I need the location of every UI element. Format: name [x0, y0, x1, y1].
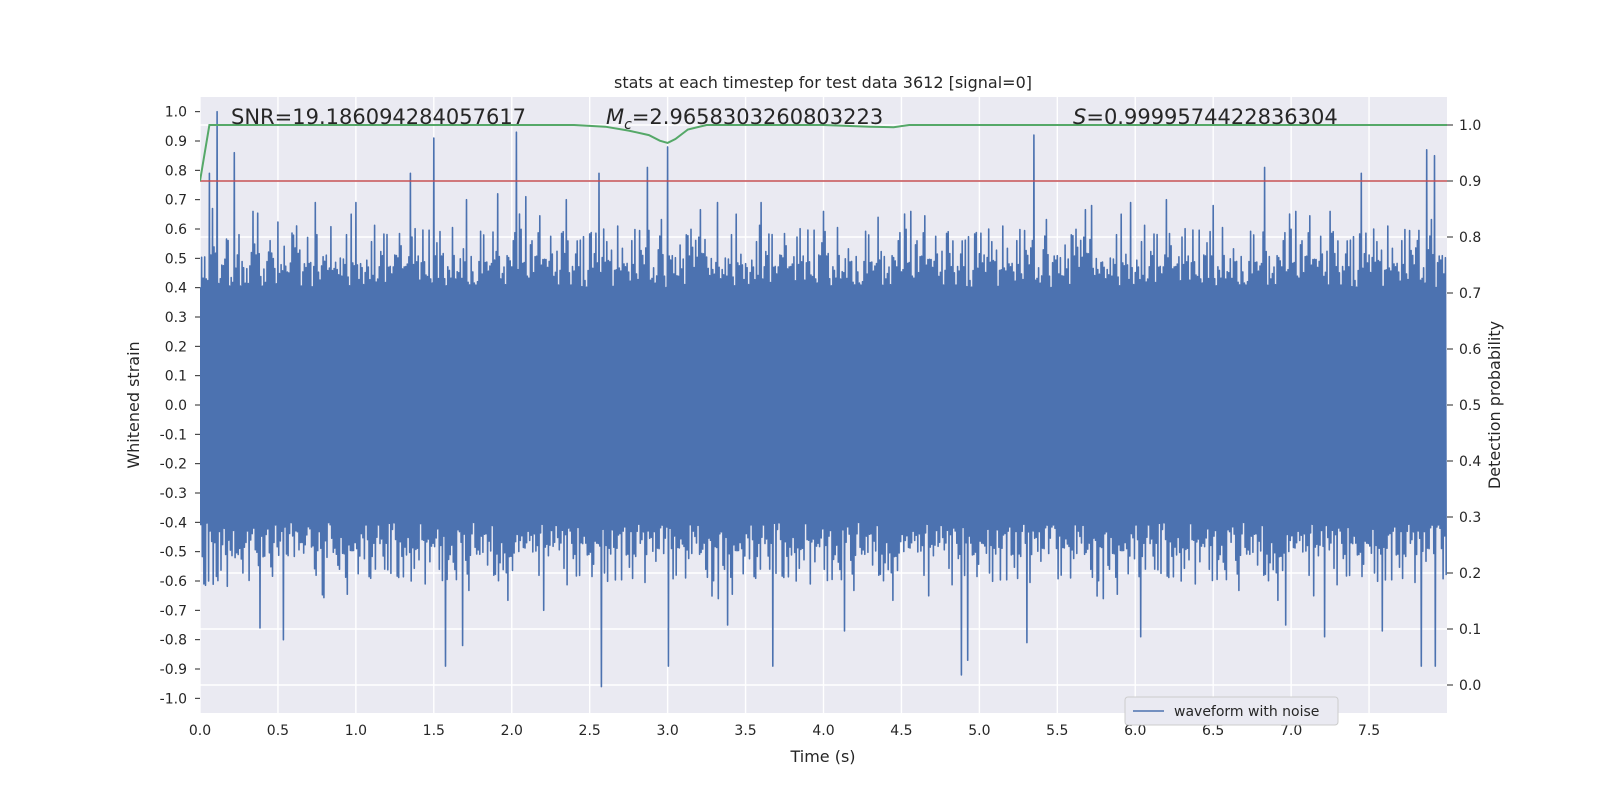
chart-title: stats at each timestep for test data 361…	[614, 73, 1032, 92]
axis-ticks: 0.0 0.5 1.0 1.5 2.0 2.5 3.0 3.5 4.0 4.5 5.0 5.5 6.0 6…	[160, 105, 1482, 739]
x-tick-label: 2.0	[501, 723, 523, 739]
chirp-mass-annotation: Mc=2.9658303260803223	[606, 105, 883, 133]
y2-axis-title: Detection probability	[1485, 321, 1504, 489]
y-tick-label: 0.2	[165, 339, 187, 355]
legend-box	[1124, 696, 1339, 726]
x-tick-label: 2.5	[579, 723, 601, 739]
x-tick-label: 7.5	[1358, 723, 1380, 739]
y-axis-title: Whitened strain	[124, 341, 143, 468]
y2-tick-label: 1.0	[1459, 118, 1481, 134]
y-tick-label: 0.7	[165, 193, 187, 209]
y2-tick-label: 0.6	[1459, 342, 1481, 358]
x-tick-label: 4.0	[812, 723, 834, 739]
legend-label: waveform with noise	[1174, 704, 1319, 720]
y-tick-label: -0.7	[160, 603, 187, 619]
x-tick-label: 3.0	[656, 723, 678, 739]
y-tick-label: 0.9	[165, 134, 187, 150]
probability-series-line	[200, 124, 1447, 182]
y-tick-label: -0.1	[160, 427, 187, 443]
y-tick-label: 0.5	[165, 251, 187, 267]
y-tick-label: 1.0	[165, 105, 187, 121]
x-tick-label: 0.0	[189, 723, 211, 739]
significance-annotation: S=0.9999574422836304	[1073, 105, 1338, 129]
y-tick-label: -0.4	[160, 515, 187, 531]
y-tick-label: -0.8	[160, 633, 187, 649]
y2-tick-label: 0.2	[1459, 566, 1481, 582]
y-tick-label: -0.5	[160, 545, 187, 561]
y2-tick-label: 0.0	[1459, 678, 1481, 694]
y-tick-label: 0.4	[165, 281, 187, 297]
y-tick-label: 0.8	[165, 163, 187, 179]
waveform-series-line	[200, 110, 1447, 688]
y-tick-label: 0.1	[165, 369, 187, 385]
y-tick-label: 0.3	[165, 310, 187, 326]
x-tick-label: 1.0	[345, 723, 367, 739]
y-tick-label: -0.6	[160, 574, 187, 590]
x-tick-label: 1.5	[423, 723, 445, 739]
x-axis-title: Time (s)	[789, 747, 855, 766]
x-tick-label: 0.5	[267, 723, 289, 739]
x-tick-label: 5.0	[968, 723, 990, 739]
y-tick-label: 0.0	[165, 398, 187, 414]
y-tick-label: -0.3	[160, 486, 187, 502]
y2-tick-label: 0.7	[1459, 286, 1481, 302]
y-tick-label: -1.0	[160, 691, 187, 707]
legend: waveform with noise	[1124, 696, 1339, 726]
x-tick-label: 5.5	[1046, 723, 1068, 739]
y2-tick-label: 0.8	[1459, 230, 1481, 246]
y2-tick-label: 0.4	[1459, 454, 1481, 470]
y2-tick-label: 0.5	[1459, 398, 1481, 414]
snr-annotation: SNR=19.186094284057617	[231, 105, 526, 129]
x-tick-label: 6.5	[1202, 723, 1224, 739]
y-tick-label: 0.6	[165, 222, 187, 238]
x-tick-label: 4.5	[890, 723, 912, 739]
y2-tick-label: 0.1	[1459, 622, 1481, 638]
x-tick-label: 6.0	[1124, 723, 1146, 739]
y-tick-label: -0.2	[160, 457, 187, 473]
x-tick-label: 7.0	[1280, 723, 1302, 739]
x-tick-label: 3.5	[734, 723, 756, 739]
y2-tick-label: 0.3	[1459, 510, 1481, 526]
y2-tick-label: 0.9	[1459, 174, 1481, 190]
y-tick-label: -0.9	[160, 662, 187, 678]
